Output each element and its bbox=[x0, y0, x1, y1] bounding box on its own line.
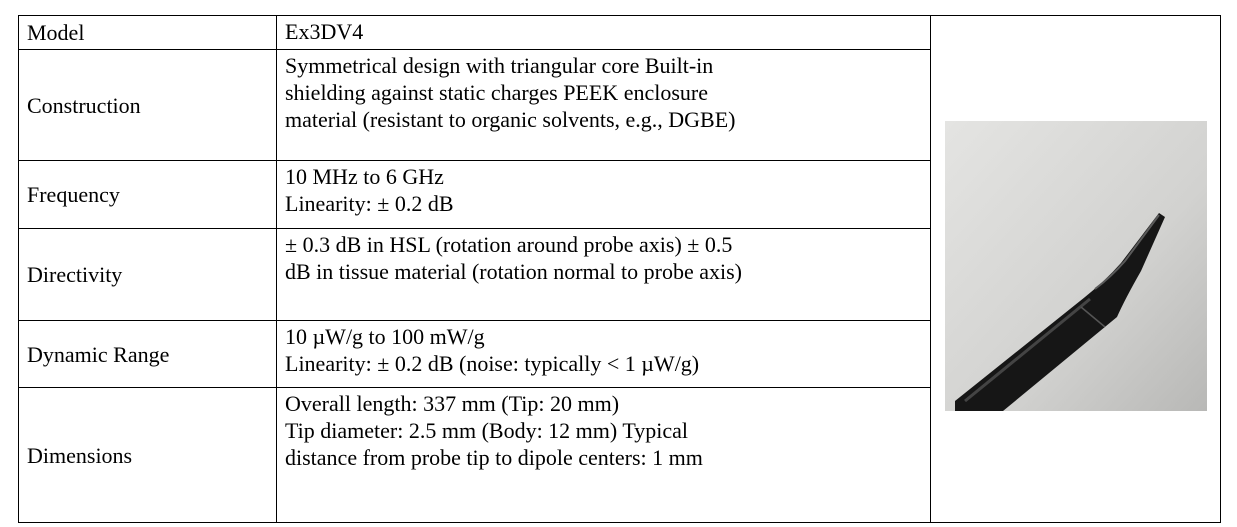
value-line: ± 0.3 dB in HSL (rotation around probe a… bbox=[285, 231, 922, 258]
row-label: Construction bbox=[19, 50, 277, 161]
value-line: Ex3DV4 bbox=[285, 18, 922, 45]
row-label: Dynamic Range bbox=[19, 321, 277, 388]
row-label: Frequency bbox=[19, 161, 277, 229]
value-line: Overall length: 337 mm (Tip: 20 mm) bbox=[285, 390, 922, 417]
probe-photo bbox=[945, 121, 1207, 411]
value-line: 10 µW/g to 100 mW/g bbox=[285, 323, 922, 350]
value-line: Linearity: ± 0.2 dB bbox=[285, 190, 922, 217]
value-line: distance from probe tip to dipole center… bbox=[285, 444, 922, 471]
value-line: Symmetrical design with triangular core … bbox=[285, 52, 922, 79]
row-value: ± 0.3 dB in HSL (rotation around probe a… bbox=[277, 229, 931, 321]
value-line: Tip diameter: 2.5 mm (Body: 12 mm) Typic… bbox=[285, 417, 922, 444]
value-line: 10 MHz to 6 GHz bbox=[285, 163, 922, 190]
row-label: Dimensions bbox=[19, 388, 277, 523]
row-value: Symmetrical design with triangular core … bbox=[277, 50, 931, 161]
value-line: Linearity: ± 0.2 dB (noise: typically < … bbox=[285, 350, 922, 377]
row-value: Ex3DV4 bbox=[277, 16, 931, 50]
table-row: Model Ex3DV4 bbox=[19, 16, 1221, 50]
row-value: Overall length: 337 mm (Tip: 20 mm)Tip d… bbox=[277, 388, 931, 523]
value-line: dB in tissue material (rotation normal t… bbox=[285, 258, 922, 285]
page: {"table": {"rows": [ {"label": "Model", … bbox=[0, 0, 1237, 527]
row-label: Model bbox=[19, 16, 277, 50]
value-line: material (resistant to organic solvents,… bbox=[285, 106, 922, 133]
row-label: Directivity bbox=[19, 229, 277, 321]
spec-table: Model Ex3DV4 Construction Symmetrical desi… bbox=[18, 15, 1221, 523]
image-cell bbox=[931, 16, 1221, 523]
value-line: shielding against static charges PEEK en… bbox=[285, 79, 922, 106]
